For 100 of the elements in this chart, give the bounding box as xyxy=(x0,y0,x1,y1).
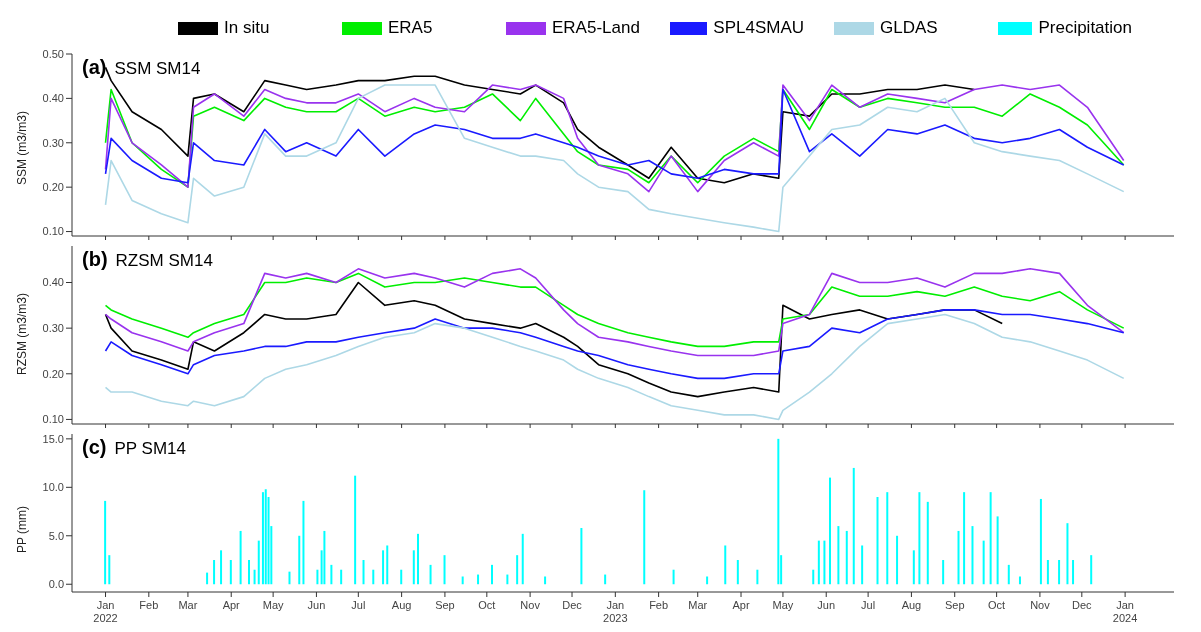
x-tick-label: Dec xyxy=(562,599,583,611)
bar xyxy=(989,492,992,585)
x-tick-label: Oct xyxy=(478,599,496,611)
x-tick-label: Apr xyxy=(732,599,750,611)
bar xyxy=(996,516,999,585)
bar xyxy=(340,569,343,585)
x-tick-label: Aug xyxy=(391,599,412,611)
legend-label: ERA5 xyxy=(388,18,433,38)
y-tick-label: 0.30 xyxy=(42,136,64,149)
bar xyxy=(1058,560,1061,585)
bar xyxy=(886,492,889,585)
bar xyxy=(896,535,899,585)
line-series xyxy=(104,84,1125,233)
line-series xyxy=(104,281,1004,398)
bar xyxy=(386,545,389,585)
bar xyxy=(736,560,739,585)
bar xyxy=(817,540,820,585)
bar xyxy=(1007,564,1010,585)
line-series xyxy=(104,313,1125,421)
bar xyxy=(982,540,985,585)
bar xyxy=(516,555,519,585)
bar xyxy=(220,550,223,585)
bar xyxy=(1039,498,1042,585)
bar xyxy=(354,475,357,585)
y-axis-title: RZSM (m3/m3) xyxy=(15,293,30,375)
bar xyxy=(777,438,780,585)
y-tick-label: 0.40 xyxy=(42,92,64,105)
bar xyxy=(108,555,111,585)
bar xyxy=(852,467,855,585)
x-tick-label: Jun xyxy=(307,599,326,611)
bar xyxy=(477,574,480,585)
y-tick-label: 0.50 xyxy=(42,47,64,60)
y-tick-label: 0.10 xyxy=(42,413,64,426)
x-tick-label: Mar xyxy=(178,599,198,611)
bar xyxy=(461,576,464,585)
bar xyxy=(264,489,267,585)
bar xyxy=(206,572,209,585)
bar xyxy=(544,576,547,585)
legend-label: ERA5-Land xyxy=(552,18,640,38)
x-tick-label: Jul xyxy=(861,599,876,611)
x-tick-label: Jan 2022 xyxy=(93,599,118,624)
x-tick-label: Feb xyxy=(649,599,669,611)
bar xyxy=(323,530,326,585)
bar xyxy=(829,477,832,585)
x-tick-label: Jan 2023 xyxy=(603,599,628,624)
bar xyxy=(845,530,848,585)
x-tick-label: Dec xyxy=(1072,599,1093,611)
x-tick-label: May xyxy=(262,599,285,611)
bar xyxy=(861,545,864,585)
bar xyxy=(261,492,264,585)
bar xyxy=(580,528,583,585)
bar xyxy=(247,560,250,585)
bar xyxy=(672,569,675,585)
bar xyxy=(416,533,419,585)
x-tick-label: May xyxy=(772,599,794,611)
bar xyxy=(942,560,945,585)
legend-label: In situ xyxy=(224,18,270,38)
bar xyxy=(400,569,403,585)
y-axis-title: PP (mm) xyxy=(15,505,30,553)
x-tick-label: Oct xyxy=(988,599,1006,611)
bar xyxy=(302,500,305,585)
y-axis-title: SSM (m3/m3) xyxy=(15,110,30,185)
bar xyxy=(823,540,826,585)
bar xyxy=(971,526,974,585)
bar xyxy=(756,569,759,585)
bar xyxy=(443,555,446,585)
x-tick-label: Nov xyxy=(1030,599,1051,611)
bar xyxy=(957,530,960,585)
bar xyxy=(963,492,966,585)
bar xyxy=(643,490,646,585)
bar xyxy=(1090,555,1093,585)
bar xyxy=(521,533,524,585)
bar xyxy=(604,574,607,585)
x-tick-label: Mar xyxy=(688,599,708,611)
chart-title: (c) PP SM14 xyxy=(82,436,186,458)
bar xyxy=(1018,576,1021,585)
y-tick-label: 0.40 xyxy=(42,276,64,289)
bar xyxy=(812,569,815,585)
bar xyxy=(253,569,256,585)
bar xyxy=(330,564,333,585)
y-tick-label: 0.20 xyxy=(42,181,64,194)
y-tick-label: 0.10 xyxy=(42,225,64,238)
bar xyxy=(912,550,915,585)
x-tick-label: Apr xyxy=(222,599,241,611)
legend-label: Precipitation xyxy=(1038,18,1132,38)
bar xyxy=(229,560,232,585)
y-tick-label: 10.0 xyxy=(42,481,64,494)
x-tick-label: Aug xyxy=(901,599,922,611)
y-tick-label: 0.20 xyxy=(42,367,64,380)
bar xyxy=(382,550,385,585)
bar xyxy=(362,560,365,585)
y-tick-label: 0.30 xyxy=(42,322,64,335)
x-tick-label: Nov xyxy=(520,599,541,611)
x-tick-label: Sep xyxy=(944,599,965,611)
bar xyxy=(239,530,242,585)
legend-label: GLDAS xyxy=(880,18,938,38)
x-tick-label: Sep xyxy=(435,599,455,611)
bar xyxy=(706,576,709,585)
bar xyxy=(1046,560,1049,585)
bar xyxy=(491,564,494,585)
